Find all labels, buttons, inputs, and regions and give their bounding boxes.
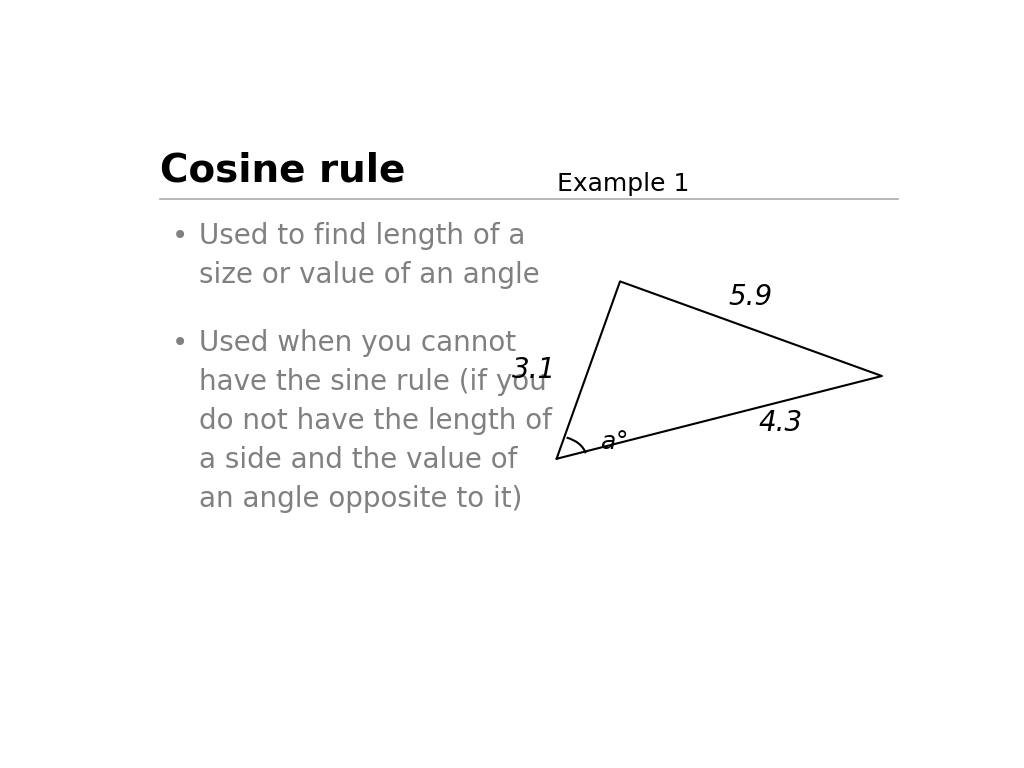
Text: $a°$: $a°$ bbox=[600, 430, 628, 454]
Text: Used to find length of a
size or value of an angle: Used to find length of a size or value o… bbox=[200, 222, 541, 290]
Text: 5.9: 5.9 bbox=[729, 283, 773, 311]
Text: •: • bbox=[172, 329, 187, 356]
Text: Cosine rule: Cosine rule bbox=[160, 151, 406, 189]
Text: •: • bbox=[172, 222, 187, 250]
Text: Used when you cannot
have the sine rule (if you
do not have the length of
a side: Used when you cannot have the sine rule … bbox=[200, 329, 552, 513]
Text: Example 1: Example 1 bbox=[557, 172, 689, 196]
Text: 3.1: 3.1 bbox=[512, 356, 557, 384]
Text: 4.3: 4.3 bbox=[759, 409, 803, 437]
